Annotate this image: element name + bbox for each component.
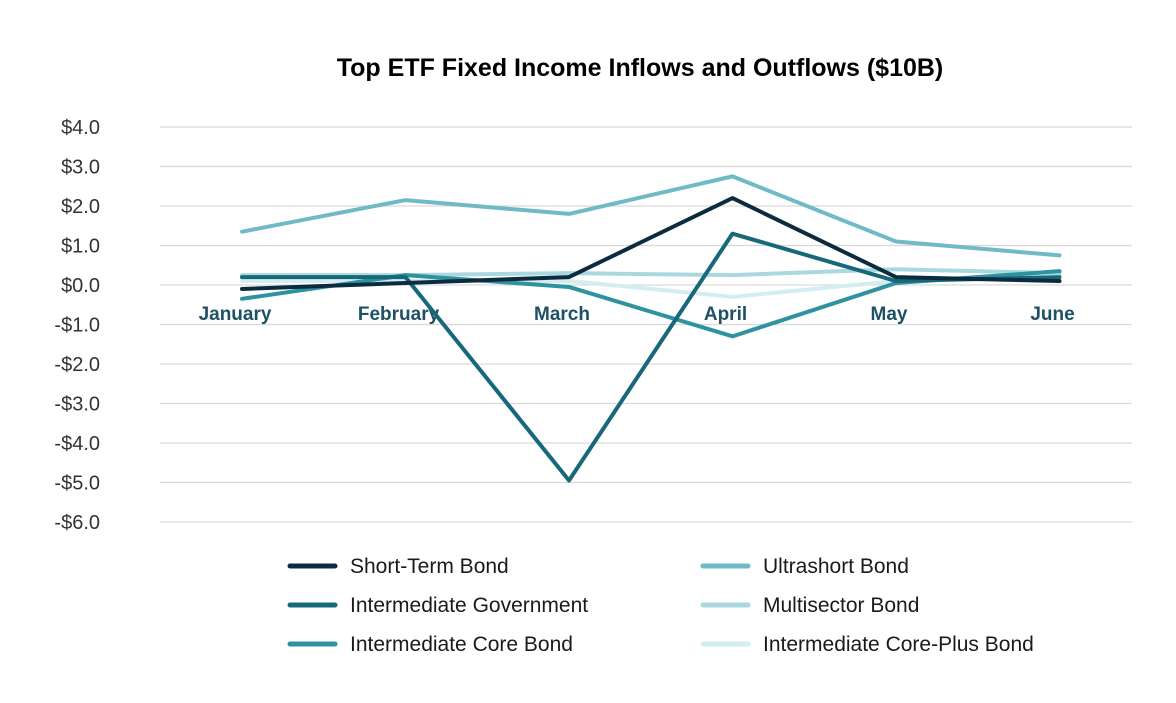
- series-line: [240, 267, 1062, 278]
- y-tick-label: $0.0: [61, 275, 100, 297]
- x-tick-label: May: [871, 304, 908, 325]
- legend-label: Ultrashort Bond: [763, 555, 909, 578]
- y-tick-label: -$5.0: [54, 473, 100, 495]
- y-tick-label: -$6.0: [54, 512, 100, 534]
- x-tick-label: January: [199, 304, 272, 325]
- legend-label: Intermediate Government: [350, 594, 588, 617]
- y-tick-label: -$4.0: [54, 433, 100, 455]
- legend-label: Multisector Bond: [763, 594, 919, 617]
- x-tick-label: February: [358, 304, 440, 325]
- series-line: [240, 196, 1062, 291]
- y-tick-label: $1.0: [61, 236, 100, 258]
- series-line: [240, 231, 1062, 483]
- y-tick-label: -$1.0: [54, 315, 100, 337]
- y-tick-label: -$2.0: [54, 354, 100, 376]
- legend-label: Intermediate Core-Plus Bond: [763, 633, 1034, 656]
- series-lines: [240, 174, 1062, 483]
- y-axis-tick-labels: $4.0 $3.0 $2.0 $1.0 $0.0 -$1.0 -$2.0 -$3.0 -$4.0…: [54, 117, 100, 534]
- gridlines: [160, 126, 1132, 523]
- y-tick-label: $4.0: [61, 117, 100, 139]
- y-tick-label: $3.0: [61, 157, 100, 179]
- x-axis-tick-labels: January February March April May June: [199, 304, 1075, 325]
- legend: Short-Term Bond Ultrashort Bond Intermedia…: [287, 555, 1034, 656]
- x-tick-label: April: [704, 304, 747, 325]
- legend-label: Intermediate Core Bond: [350, 633, 573, 656]
- chart-title: Top ETF Fixed Income Inflows and Outflow…: [337, 54, 944, 82]
- legend-label: Short-Term Bond: [350, 555, 509, 578]
- x-tick-label: June: [1030, 304, 1074, 325]
- y-tick-label: -$3.0: [54, 394, 100, 416]
- series-line: [240, 174, 1062, 258]
- y-tick-label: $2.0: [61, 196, 100, 218]
- x-tick-label: March: [534, 304, 590, 325]
